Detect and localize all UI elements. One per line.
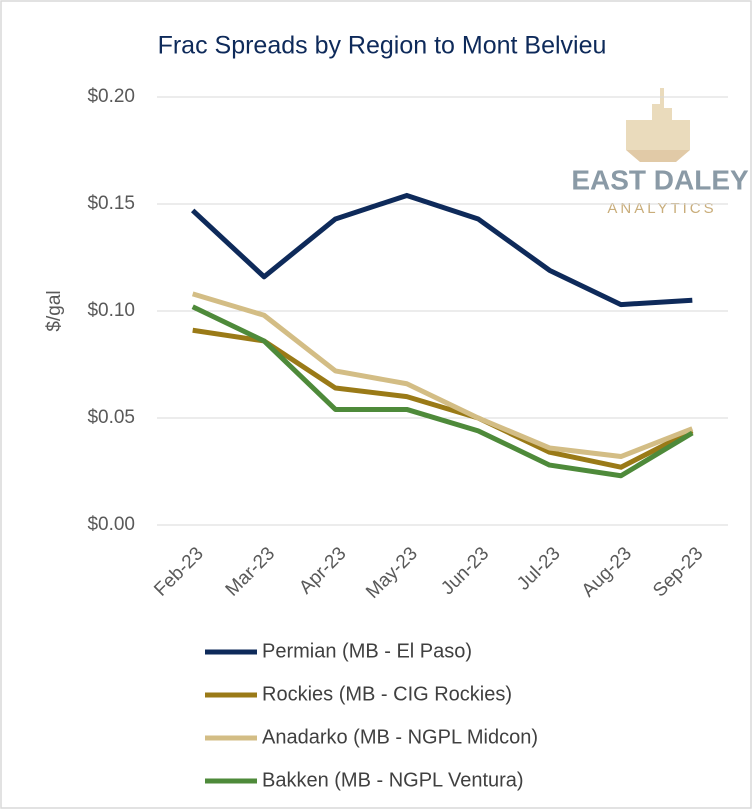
series-line — [191, 304, 694, 479]
watermark-tagline: ANALYTICS — [607, 200, 716, 217]
y-tick-label: $0.20 — [87, 86, 135, 107]
y-tick-label: $0.10 — [87, 300, 135, 321]
legend-label: Bakken (MB - NGPL Ventura) — [262, 769, 524, 791]
legend-label: Rockies (MB - CIG Rockies) — [262, 683, 512, 705]
y-tick-label: $0.00 — [87, 514, 135, 535]
legend-label: Anadarko (MB - NGPL Midcon) — [262, 726, 538, 748]
watermark-logo — [626, 88, 690, 162]
y-axis-label: $/gal — [44, 290, 65, 331]
chart-title: Frac Spreads by Region to Mont Belvieu — [158, 32, 607, 60]
y-tick-label: $0.05 — [87, 407, 135, 428]
legend-label: Permian (MB - El Paso) — [262, 640, 472, 662]
series-line — [192, 327, 694, 470]
series-line — [191, 291, 694, 460]
watermark-name: EAST DALEY — [571, 164, 749, 195]
series-line — [190, 192, 693, 308]
y-tick-label: $0.15 — [87, 193, 135, 214]
